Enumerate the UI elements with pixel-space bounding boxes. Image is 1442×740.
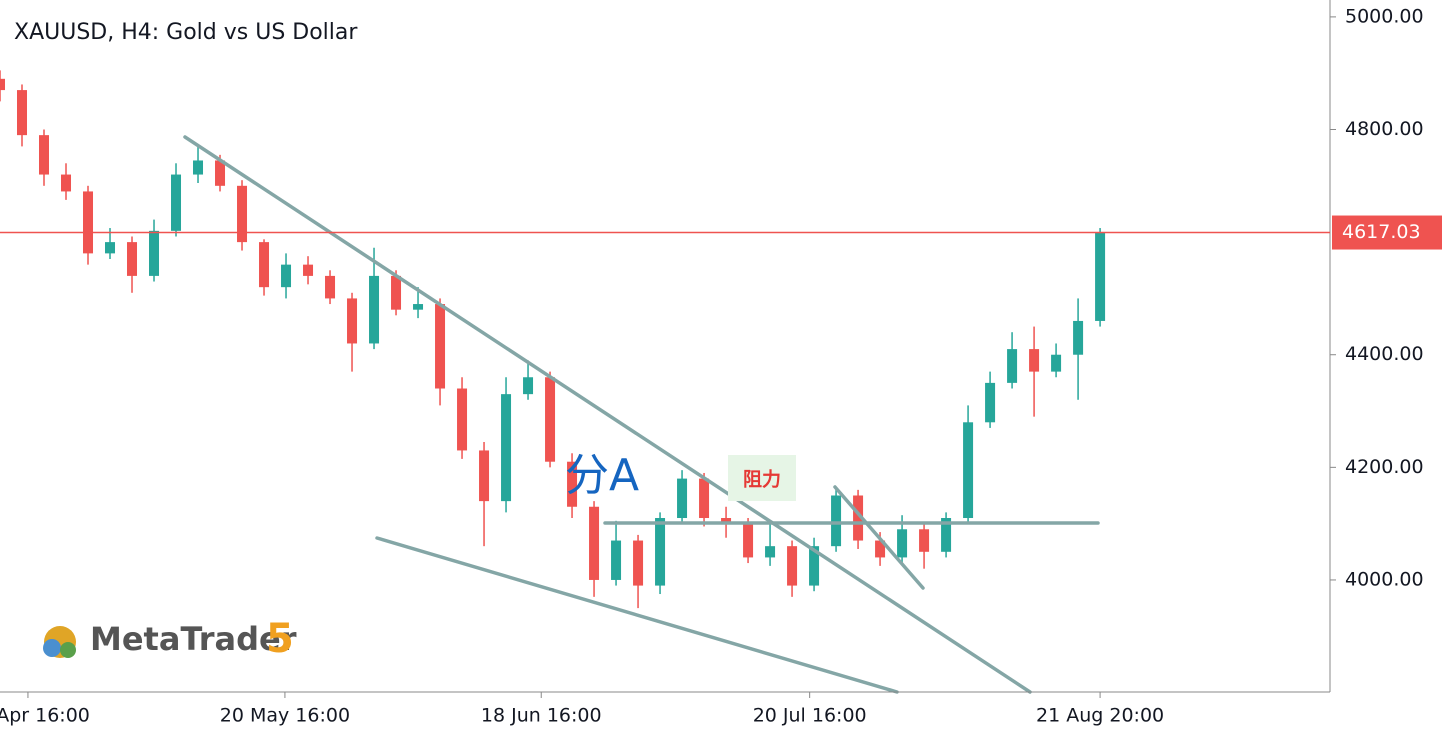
candle-body — [611, 540, 622, 580]
candle-body — [435, 304, 446, 389]
last-price-label: 4617.03 — [1342, 221, 1421, 243]
x-tick-label: 20 May 16:00 — [220, 705, 350, 727]
candle-body — [1095, 232, 1106, 321]
candle-body — [83, 191, 94, 254]
candle-body — [193, 160, 204, 175]
x-tick-label: 20 Jul 16:00 — [753, 705, 867, 727]
candle-body — [457, 388, 468, 451]
candle-body — [501, 394, 512, 502]
y-tick-label: 4400.00 — [1345, 343, 1424, 365]
candle-body — [303, 264, 314, 276]
candle-body — [105, 242, 116, 254]
y-tick-label: 4000.00 — [1345, 568, 1424, 590]
candle-body — [699, 478, 710, 519]
candle-body — [259, 242, 270, 288]
candle-body — [545, 377, 556, 462]
trendlines — [183, 135, 1100, 694]
candle-body — [281, 264, 292, 288]
candle-body — [325, 275, 336, 299]
candle-body — [765, 546, 776, 558]
annotation: 分A — [565, 450, 639, 501]
candle-body — [1073, 320, 1084, 355]
candle-body — [809, 546, 820, 586]
candle-body — [875, 540, 886, 558]
candle-body — [897, 529, 908, 558]
candle-body — [633, 540, 644, 586]
logo-icon — [60, 642, 76, 658]
candle-body — [721, 518, 732, 524]
y-tick-label: 4200.00 — [1345, 456, 1424, 478]
y-tick-label: 5000.00 — [1345, 5, 1424, 27]
logo-icon — [43, 639, 61, 657]
candle-body — [787, 546, 798, 586]
candle-body — [391, 275, 402, 310]
watermark: MetaTrader — [90, 620, 297, 658]
y-tick-label: 4800.00 — [1345, 118, 1424, 140]
candle-body — [919, 529, 930, 552]
x-tick-label: 21 Aug 20:00 — [1036, 705, 1164, 727]
candle-body — [61, 174, 72, 192]
chart-title: XAUUSD, H4: Gold vs US Dollar — [14, 20, 358, 45]
candle-body — [127, 242, 138, 276]
candle-body — [413, 304, 424, 310]
logo: MetaTrader 5 — [43, 616, 297, 662]
candle-body — [941, 518, 952, 552]
candle-body — [1029, 349, 1040, 372]
candle-body — [831, 495, 842, 547]
candle-body — [369, 275, 380, 344]
watermark: 5 — [266, 616, 294, 662]
candle-body — [677, 478, 688, 519]
candle-body — [655, 518, 666, 586]
annotation-bg — [728, 455, 796, 501]
candle-body — [149, 230, 160, 276]
candle-body — [237, 185, 248, 243]
candle-body — [479, 450, 490, 502]
trendline — [183, 135, 1032, 694]
candle-body — [39, 135, 50, 175]
candle-body — [347, 298, 358, 344]
candle-body — [171, 174, 182, 231]
plot-area — [0, 70, 1106, 609]
candle-body — [963, 422, 974, 519]
candle-body — [589, 506, 600, 580]
trendline — [833, 485, 925, 590]
candle-body — [0, 78, 5, 91]
last-price-box — [1332, 215, 1442, 250]
candle-body — [743, 523, 754, 558]
candle-body — [853, 495, 864, 541]
annotation: 阻力 — [743, 468, 781, 491]
x-tick-label: 21 Apr 16:00 — [0, 705, 90, 727]
candle-body — [1007, 349, 1018, 383]
candle-body — [17, 90, 28, 136]
candle-body — [985, 382, 996, 423]
trendline — [375, 536, 899, 694]
candle-body — [567, 461, 578, 507]
candle-body — [215, 160, 226, 186]
candle-body — [523, 377, 534, 395]
candle-body — [1051, 354, 1062, 372]
x-tick-label: 18 Jun 16:00 — [481, 705, 602, 727]
